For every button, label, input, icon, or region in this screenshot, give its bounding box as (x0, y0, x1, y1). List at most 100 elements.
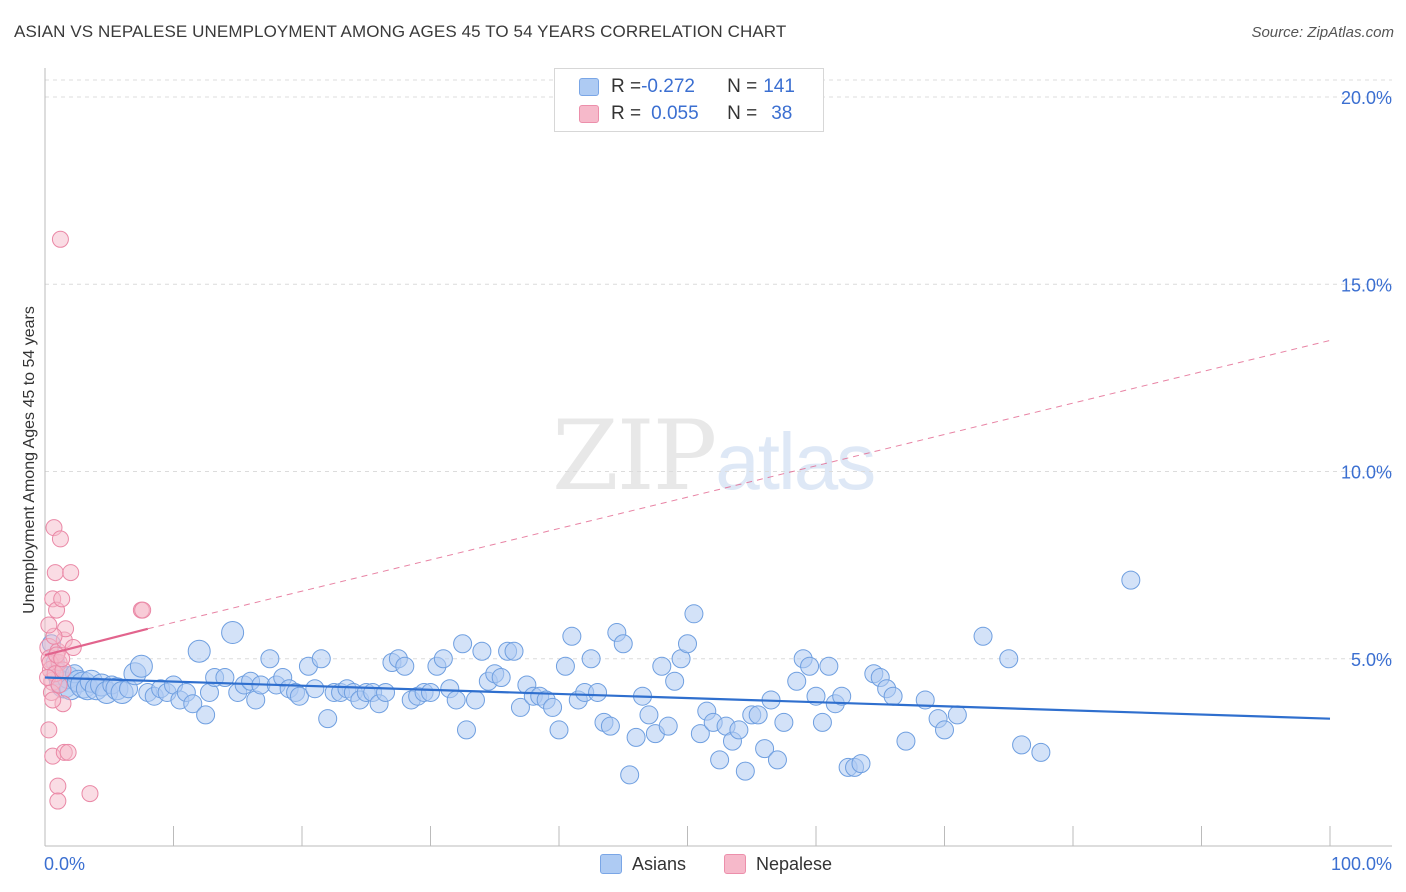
nepalese-point (59, 743, 77, 761)
asian-point (690, 724, 710, 744)
source-label: Source: ZipAtlas.com (1251, 24, 1394, 41)
asian-point (129, 654, 153, 678)
axes (44, 68, 1392, 847)
nepalese-point (81, 785, 99, 803)
asian-point (543, 697, 563, 717)
chart-title: ASIAN VS NEPALESE UNEMPLOYMENT AMONG AGE… (14, 22, 787, 41)
asian-point (678, 634, 697, 654)
bottom-legend-asians: Asians (600, 852, 686, 876)
asian-point (774, 712, 794, 732)
nepalese-point (44, 691, 62, 709)
asian-point (896, 731, 916, 751)
asian-point (456, 720, 476, 740)
asian-point (588, 682, 608, 702)
asian-point (221, 621, 245, 645)
asian-point (684, 604, 704, 624)
nepalese-point (50, 676, 68, 694)
asian-point (260, 649, 280, 669)
asian-point (510, 697, 530, 717)
legend-row-nepalese: R = 0.055 N = 38 (579, 102, 792, 126)
asian-point (555, 656, 575, 676)
asian-point (504, 641, 524, 661)
asian-point (973, 626, 993, 646)
y-tick-label: 20.0% (1341, 88, 1392, 108)
x-tick-label: 0.0% (44, 854, 85, 874)
bottom-legend-label: Nepalese (756, 853, 833, 874)
asian-point (183, 694, 203, 714)
asian-point (395, 656, 415, 676)
asian-point (453, 634, 473, 654)
legend-swatch-asians (579, 78, 599, 96)
bottom-swatch-nepalese (724, 854, 746, 874)
legend-row-asians: R = -0.272 N = 141 (579, 75, 795, 99)
tick-labels: 5.0% 10.0% 15.0% 20.0% 0.0% 100.0% (44, 88, 1392, 874)
watermark-atlas: atlas (715, 417, 876, 506)
asian-point (562, 626, 582, 646)
asian-point (812, 712, 832, 732)
legend-n-value: 38 (771, 103, 793, 124)
asian-point (549, 720, 569, 740)
nepalese-point (134, 601, 152, 619)
asian-point (1031, 742, 1051, 762)
y-tick-label: 10.0% (1341, 463, 1392, 483)
legend-r-label: R = (611, 103, 642, 124)
asian-points (41, 570, 1141, 785)
asian-point (729, 720, 749, 740)
asian-point (626, 727, 646, 747)
asian-point (652, 656, 672, 676)
nepalese-point (62, 564, 80, 582)
asian-point (999, 649, 1019, 669)
nepalese-point (46, 564, 64, 582)
asian-point (1012, 735, 1032, 755)
watermark: ZIPatlas (552, 400, 876, 512)
asian-point (446, 690, 466, 710)
asian-point (421, 682, 440, 702)
bottom-legend-label: Asians (632, 853, 687, 874)
trend-lines (44, 339, 1331, 720)
nepalese-point (51, 530, 69, 548)
y-tick-label: 15.0% (1341, 275, 1392, 295)
asian-point (819, 656, 839, 676)
asian-point (289, 686, 309, 706)
asian-point (491, 667, 511, 687)
asian-point (376, 682, 396, 702)
asian-point (806, 686, 826, 706)
nepalese-point (49, 777, 67, 795)
asian-point (600, 716, 620, 736)
nepalese-point (51, 230, 69, 248)
asian-point (851, 754, 871, 774)
asian-point (215, 667, 235, 687)
asian-point (658, 716, 678, 736)
bottom-legend-nepalese: Nepalese (724, 852, 832, 876)
asian-point (755, 739, 775, 759)
y-tick-label: 5.0% (1351, 650, 1392, 670)
asian-point (311, 649, 331, 669)
asian-point (1121, 570, 1141, 590)
asian-point (581, 649, 601, 669)
legend-r-value: 0.055 (651, 103, 699, 124)
asian-point (710, 750, 730, 770)
asian-point (620, 765, 640, 785)
asian-point (832, 686, 852, 706)
asian-point (787, 671, 807, 691)
asian-point (465, 690, 485, 710)
asian-point (196, 705, 216, 725)
bottom-swatch-asians (600, 854, 622, 874)
asian-point (187, 639, 211, 663)
asian-point (305, 679, 325, 699)
legend-n-label: N = (727, 103, 758, 124)
asian-point (613, 634, 633, 654)
correlation-legend: R = -0.272 N = 141 R = 0.055 N = 38 (554, 68, 824, 132)
nepalese-point (40, 721, 58, 739)
nepalese-point (49, 792, 67, 810)
asian-point (883, 686, 903, 706)
asian-point (318, 709, 338, 729)
asian-point (915, 690, 935, 710)
nepalese-points (39, 230, 152, 810)
asian-trend-line (44, 676, 1331, 720)
legend-r-value: -0.272 (641, 76, 695, 97)
x-tick-label: 100.0% (1331, 854, 1392, 874)
nepalese-trend-line (44, 627, 149, 657)
asian-point (947, 705, 967, 725)
